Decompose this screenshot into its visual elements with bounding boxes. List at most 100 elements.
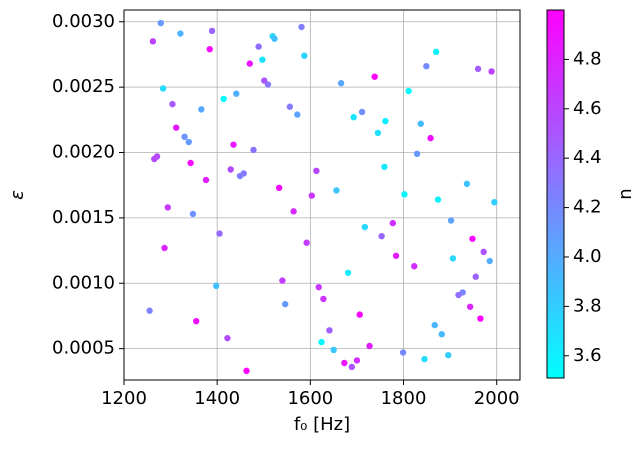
scatter-point [411,263,418,270]
scatter-point [290,208,297,215]
scatter-point [213,282,220,290]
scatter-point [356,311,363,318]
x-tick-label: 1400 [194,388,240,409]
scatter-point [164,204,171,211]
scatter-point [361,223,369,231]
scatter-point [330,346,337,354]
scatter-point [216,230,223,237]
scatter-point [445,351,452,359]
scatter-point [378,232,385,240]
scatter-point [431,321,438,329]
colorbar-tick-label: 4.4 [573,147,602,168]
plot-frame [123,9,521,381]
scatter-point [255,43,262,50]
scatter-point [320,295,327,303]
scatter-point [469,235,476,242]
scatter-point [146,307,153,314]
scatter-point [466,303,474,310]
scatter-point [399,349,407,356]
scatter-point [279,277,286,284]
x-tick-label: 1200 [101,388,147,409]
scatter-point [350,114,357,121]
scatter-point [315,283,322,291]
scatter-point [427,134,434,142]
scatter-point [434,196,442,203]
scatter-point [298,23,305,31]
scatter-point [224,334,231,342]
scatter-point [185,138,192,146]
scatter-point [318,338,325,346]
scatter-point [358,108,366,116]
y-tick-label: 0.0020 [52,142,115,163]
scatter-point [432,48,440,56]
scatter-point [243,367,250,375]
scatter-point [259,56,266,63]
scatter-point [374,129,382,137]
scatter-point [474,65,482,73]
scatter-point [491,198,498,206]
colorbar-tick-label: 4.6 [573,98,602,119]
scatter-point [401,191,408,198]
scatter-point [189,210,197,218]
scatter-point [348,363,356,371]
scatter-point [286,103,294,110]
scatter-point [301,52,308,59]
scatter-point [447,217,455,224]
scatter-point [161,244,168,252]
scatter-point [405,87,412,95]
colorbar-tick-label: 4.0 [573,246,602,267]
scatter-point [275,184,283,192]
colorbar-label: n [615,188,636,199]
scatter-point [172,124,180,131]
scatter-point [486,257,493,265]
scatter-point [149,38,157,45]
scatter-point [227,166,234,173]
scatter-point [206,46,213,53]
scatter-point [371,73,378,80]
scatter-point [159,85,167,92]
scatter-point [438,331,445,338]
colorbar-tick-label: 4.2 [573,197,602,218]
scatter-point [455,291,462,299]
scatter-point [220,95,227,103]
scatter-point [449,255,457,262]
scatter-point [157,19,165,27]
scatter-point [169,100,176,108]
scatter-point [389,219,397,227]
x-tick-label: 1800 [381,388,427,409]
colorbar-tick-label: 4.8 [573,48,602,69]
scatter-point [423,63,430,70]
scatter-point [381,163,388,171]
x-axis-label: f₀ [Hz] [294,414,350,435]
scatter-point [250,146,257,154]
scatter-point [308,192,315,199]
colorbar-tick-label: 3.6 [573,345,602,366]
scatter-point [344,269,352,276]
y-tick-label: 0.0005 [52,338,115,359]
y-axis-label: ε [7,190,28,200]
scatter-point [236,172,244,180]
x-tick-label: 1600 [287,388,333,409]
scatter-point [472,273,479,280]
scatter-point [261,77,268,84]
scatter-point [177,30,184,37]
scatter-point [208,27,216,35]
scatter-point [246,60,253,67]
x-tick-label: 2000 [474,388,520,409]
scatter-point [303,239,310,246]
y-tick-label: 0.0010 [52,272,115,293]
y-tick-label: 0.0030 [52,11,115,32]
scatter-point [463,180,471,188]
scatter-point [392,252,400,259]
scatter-point [187,159,194,167]
scatter-point [151,155,158,163]
scatter-point [198,106,205,113]
scatter-point [271,35,278,42]
scatter-point [230,141,237,148]
y-tick-label: 0.0025 [52,76,115,97]
scatter-point [488,68,495,75]
scatter-point [233,90,240,97]
colorbar-tick-label: 3.8 [573,295,602,316]
scatter-point [421,355,428,363]
